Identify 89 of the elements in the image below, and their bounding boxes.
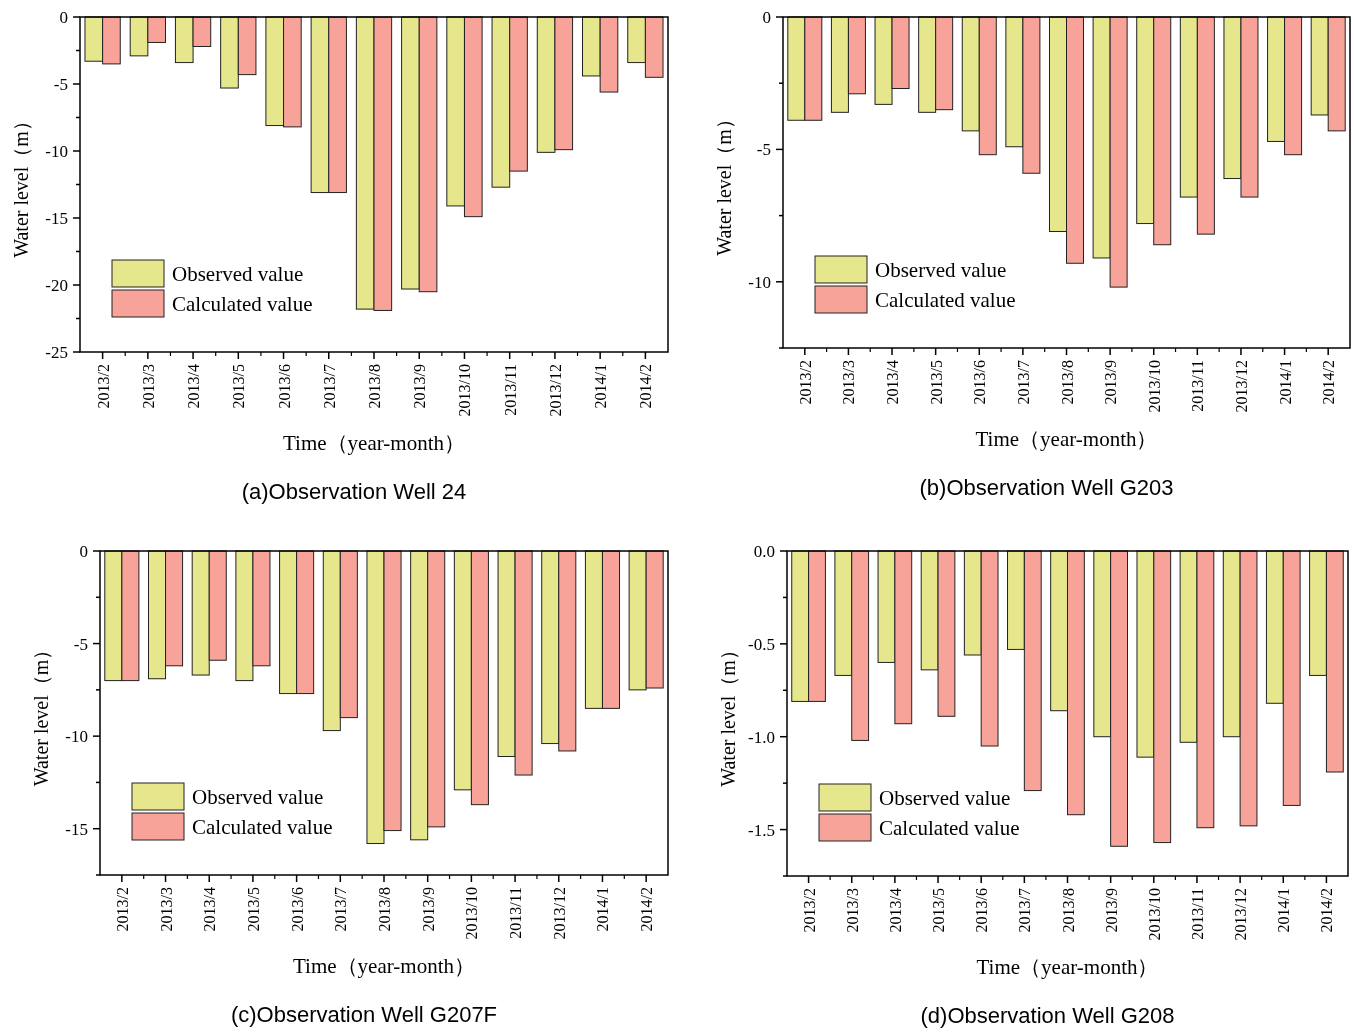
x-tick-label: 2014/1 <box>1276 360 1294 405</box>
y-tick-label: -5 <box>73 634 88 654</box>
x-tick-label: 2013/2 <box>94 364 112 409</box>
y-tick-label: -5 <box>756 140 771 160</box>
x-tick-label: 2013/9 <box>1102 360 1120 405</box>
x-tick-label: 2013/11 <box>501 364 519 416</box>
legend-label: Calculated value <box>875 288 1016 312</box>
x-tick-label: 2013/4 <box>886 888 904 933</box>
x-tick-label: 2013/10 <box>1145 360 1163 413</box>
x-tick-label: 2013/9 <box>411 364 429 409</box>
x-tick-label: 2013/11 <box>507 887 525 939</box>
legend-label: Calculated value <box>172 292 313 316</box>
legend-label: Observed value <box>875 258 1007 282</box>
x-tick-label: 2013/8 <box>1058 360 1076 405</box>
text: (d)Observation Well G208 <box>920 1003 1175 1028</box>
x-tick-label: 2013/5 <box>927 360 945 405</box>
x-axis-title: Time（year-month） <box>293 954 475 978</box>
x-tick-label: 2013/9 <box>419 887 437 932</box>
x-tick-label: 2013/7 <box>332 887 350 932</box>
y-tick-label: -15 <box>65 819 88 839</box>
x-axis-title: Time（year-month） <box>283 431 465 455</box>
x-tick-label: 2013/6 <box>973 888 991 933</box>
x-tick-label: 2013/7 <box>1016 888 1034 933</box>
x-tick-label: 2013/7 <box>320 364 338 409</box>
y-tick-label: -10 <box>65 727 88 747</box>
y-tick-label: -10 <box>748 272 771 292</box>
legend-label: Observed value <box>172 262 304 286</box>
x-tick-label: 2013/8 <box>1059 888 1077 933</box>
y-tick-label: -20 <box>45 276 68 295</box>
x-axis-title: Time（year-month） <box>975 427 1158 451</box>
y-tick-label: -0.5 <box>748 634 775 654</box>
x-tick-label: 2013/3 <box>843 888 861 933</box>
text: (b)Observation Well G203 <box>919 475 1174 500</box>
x-tick-label: 2013/4 <box>185 364 203 409</box>
x-axis-title: Time（year-month） <box>976 955 1159 979</box>
y-tick-label: -5 <box>53 75 68 94</box>
x-tick-label: 2014/1 <box>594 887 612 932</box>
x-tick-label: 2013/8 <box>366 364 383 409</box>
y-tick-label: -15 <box>45 209 68 228</box>
x-tick-label: 2013/5 <box>930 888 948 933</box>
x-tick-label: 2013/11 <box>1188 888 1206 940</box>
x-tick-label: 2013/7 <box>1014 360 1032 405</box>
legend-label: Calculated value <box>879 816 1020 840</box>
x-tick-label: 2013/9 <box>1102 888 1120 933</box>
x-tick-label: 2013/6 <box>971 360 989 405</box>
x-tick-label: 2014/2 <box>637 364 655 409</box>
y-tick-label: 0 <box>762 8 771 27</box>
x-tick-label: 2013/3 <box>840 360 858 405</box>
y-tick-label: -1.0 <box>748 727 775 747</box>
x-tick-label: 2013/11 <box>1189 360 1207 412</box>
x-tick-label: 2013/5 <box>230 364 248 409</box>
x-tick-label: 2013/12 <box>550 887 568 940</box>
y-tick-label: 0 <box>79 542 88 561</box>
x-tick-label: 2014/1 <box>592 364 610 409</box>
x-tick-label: 2013/10 <box>1145 888 1163 941</box>
x-tick-label: 2013/2 <box>113 887 131 932</box>
legend-label: Observed value <box>879 786 1011 810</box>
x-tick-label: 2013/4 <box>884 360 902 405</box>
x-tick-label: 2013/12 <box>546 364 564 417</box>
legend-label: Observed value <box>192 785 324 809</box>
x-tick-label: 2014/1 <box>1275 888 1293 933</box>
y-tick-label: 0.0 <box>753 542 775 561</box>
x-tick-label: 2013/12 <box>1232 888 1250 941</box>
x-tick-label: 2014/2 <box>1318 888 1336 933</box>
x-tick-label: 2013/10 <box>456 364 474 417</box>
y-tick-label: -10 <box>45 142 68 161</box>
y-tick-label: -25 <box>45 343 68 362</box>
y-axis-title: Water level（m） <box>30 639 52 787</box>
x-tick-label: 2013/2 <box>800 888 818 933</box>
y-tick-label: -1.5 <box>748 820 775 840</box>
text: (c)Observation Well G207F <box>230 1002 498 1027</box>
x-tick-label: 2013/12 <box>1232 360 1250 413</box>
x-tick-label: 2013/2 <box>796 360 814 405</box>
x-tick-label: 2013/10 <box>463 887 481 940</box>
x-tick-label: 2013/5 <box>244 887 262 932</box>
text: (a)Observation Well 24 <box>241 479 467 504</box>
x-tick-label: 2014/2 <box>638 887 656 932</box>
x-tick-label: 2014/2 <box>1320 360 1338 405</box>
x-tick-label: 2013/6 <box>288 887 306 932</box>
x-tick-label: 2013/8 <box>376 887 393 932</box>
x-tick-label: 2013/3 <box>157 887 175 932</box>
x-tick-label: 2013/4 <box>201 887 219 932</box>
x-tick-label: 2013/6 <box>275 364 293 409</box>
legend-label: Calculated value <box>192 815 333 839</box>
y-axis-title: Water level（m） <box>717 640 739 787</box>
y-axis-title: Water level（m） <box>713 109 735 256</box>
x-tick-label: 2013/3 <box>139 364 157 409</box>
y-tick-label: 0 <box>59 8 68 27</box>
y-axis-title: Water level（m） <box>10 111 32 258</box>
